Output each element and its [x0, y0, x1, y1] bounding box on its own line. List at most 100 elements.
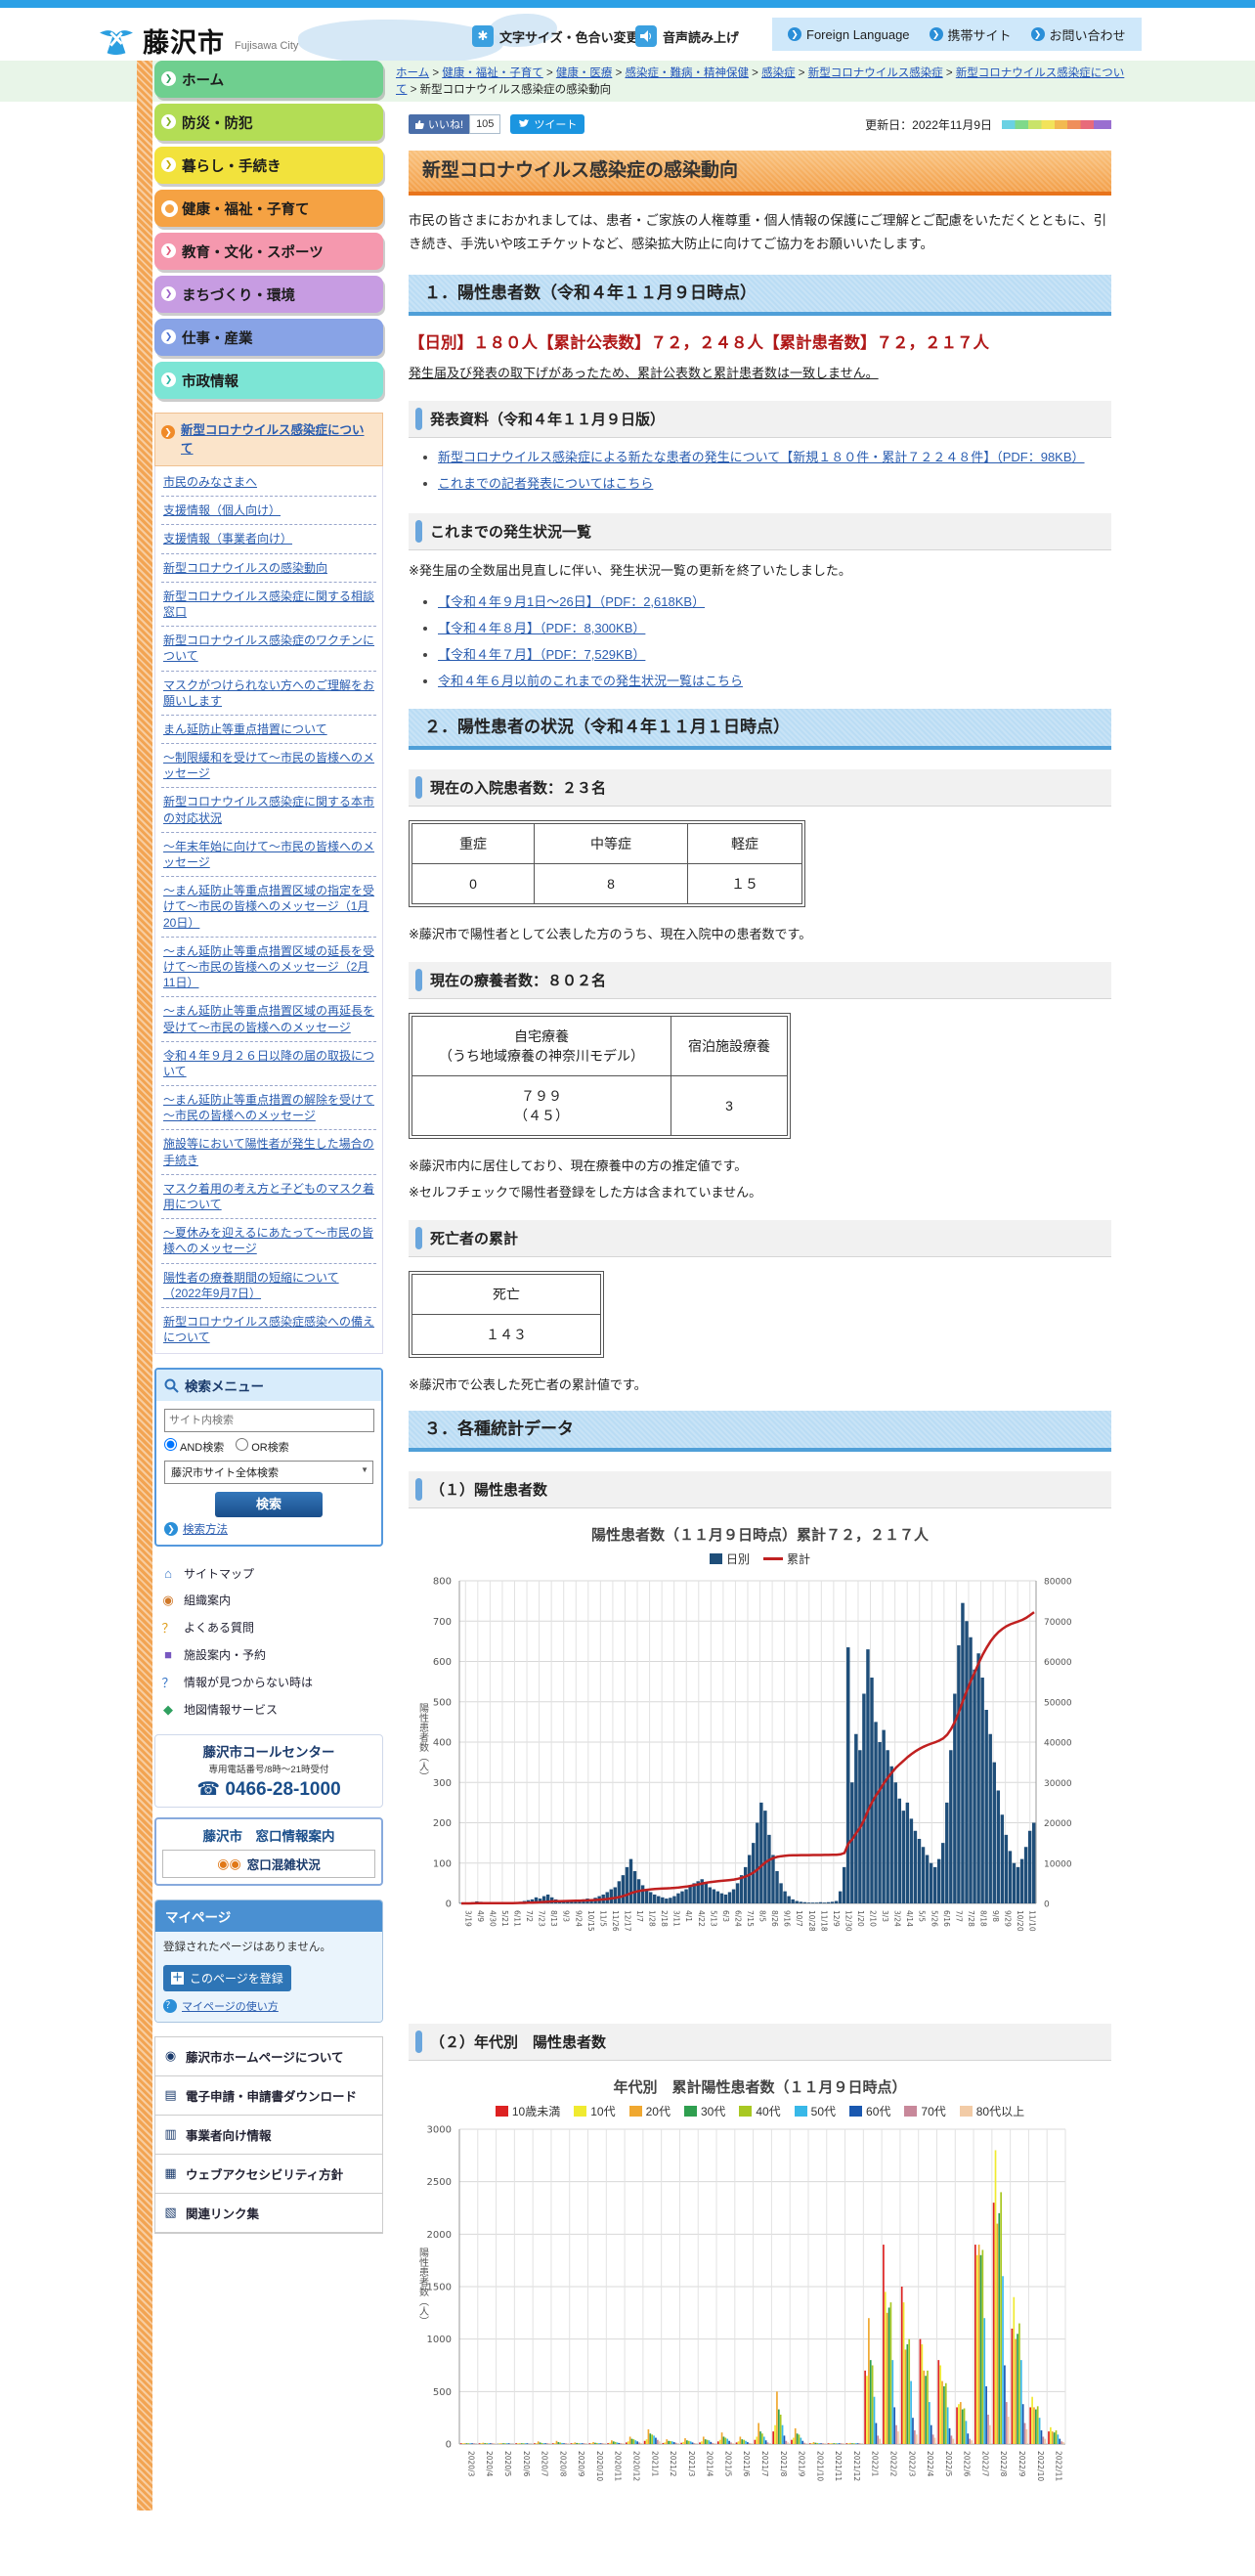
- submenu-link[interactable]: ～年末年始に向けて～市民の皆様へのメッセージ: [161, 833, 376, 877]
- submenu-link[interactable]: ～まん延防止等重点措置区域の指定を受けて～市民の皆様へのメッセージ（1月20日）: [161, 877, 376, 938]
- quick-link[interactable]: ■施設案内・予約: [158, 1641, 379, 1668]
- footer-links: ◉藤沢市ホームページについて▤電子申請・申請書ダウンロード▥事業者向け情報▦ウェ…: [154, 2036, 383, 2234]
- footer-link-icon: ◉: [163, 2048, 178, 2064]
- footer-link[interactable]: ▥事業者向け情報: [155, 2116, 382, 2155]
- search-button[interactable]: 検索: [215, 1492, 323, 1517]
- sidebar-item-市政情報[interactable]: ❯市政情報: [154, 362, 383, 399]
- submenu-link[interactable]: マスク着用の考え方と子どものマスク着用について: [161, 1175, 376, 1219]
- gear-icon: ✱: [472, 25, 494, 47]
- submenu-title-link[interactable]: 新型コロナウイルス感染症について: [181, 423, 365, 456]
- submenu-link[interactable]: マスクがつけられない方へのご理解をお願いします: [161, 672, 376, 716]
- history-link[interactable]: 【令和４年８月】（PDF：8,300KB）: [438, 621, 645, 635]
- site-logo[interactable]: 藤沢市 Fujisawa City: [98, 22, 298, 60]
- header-utility-link[interactable]: ❯Foreign Language: [788, 27, 910, 42]
- svg-text:2020/12: 2020/12: [631, 2451, 640, 2481]
- site-search-input[interactable]: [164, 1409, 374, 1432]
- submenu-link[interactable]: まん延防止等重点措置について: [161, 716, 376, 744]
- organization-icon: ◉: [160, 1593, 176, 1608]
- section2-heading: ２．陽性患者の状況（令和４年１１月１日時点）: [409, 709, 1111, 750]
- submenu-link[interactable]: 新型コロナウイルス感染症のワクチンについて: [161, 627, 376, 671]
- quick-link[interactable]: ◉組織案内: [158, 1587, 379, 1613]
- submenu-link[interactable]: ～夏休みを迎えるにあたって～市民の皆様へのメッセージ: [161, 1219, 376, 1263]
- quick-link[interactable]: ？よくある質問: [158, 1613, 379, 1641]
- submenu-link[interactable]: 新型コロナウイルス感染症に関する本市の対応状況: [161, 788, 376, 832]
- press-link[interactable]: 新型コロナウイルス感染症による新たな患者の発生について【新規１８０件・累計７２２…: [438, 450, 1085, 464]
- header-utility-link[interactable]: ❯お問い合わせ: [1031, 25, 1126, 44]
- footer-link[interactable]: ◉藤沢市ホームページについて: [155, 2037, 382, 2076]
- series-swatch: [795, 2106, 807, 2117]
- or-search-option[interactable]: OR検索: [236, 1438, 289, 1455]
- social-row: いいね! 105 ツイート 更新日：2022年11月9日: [409, 111, 1111, 137]
- submenu-header[interactable]: ❯ 新型コロナウイルス感染症について: [154, 413, 383, 466]
- breadcrumb-link[interactable]: 感染症・難病・精神保健: [625, 67, 749, 79]
- history-link[interactable]: 【令和４年７月】（PDF：7,529KB）: [438, 647, 645, 662]
- and-search-option[interactable]: AND検索: [164, 1438, 224, 1455]
- submenu-link[interactable]: ～制限緩和を受けて～市民の皆様へのメッセージ: [161, 744, 376, 788]
- legend-item: 10代: [574, 2103, 615, 2119]
- history-heading: これまでの発生状況一覧: [409, 513, 1111, 550]
- search-menu: 検索メニュー AND検索 OR検索 藤沢市サイト全体検索 検索 ❯ 検索方法: [154, 1368, 383, 1547]
- submenu-link[interactable]: 陽性者の療養期間の短縮について（2022年9月7日）: [161, 1264, 376, 1308]
- breadcrumb-link[interactable]: 新型コロナウイルス感染症: [808, 67, 943, 79]
- search-howto-link[interactable]: 検索方法: [183, 1521, 228, 1537]
- footer-link[interactable]: ▧関連リンク集: [155, 2194, 382, 2233]
- sidebar-item-教育・文化・スポーツ[interactable]: ❯教育・文化・スポーツ: [154, 233, 383, 270]
- text-to-speech-button[interactable]: 音声読み上げ: [635, 25, 739, 47]
- sidebar-item-健康・福祉・子育て[interactable]: 健康・福祉・子育て: [154, 190, 383, 227]
- sidebar-item-暮らし・手続き[interactable]: ❯暮らし・手続き: [154, 147, 383, 184]
- footer-link[interactable]: ▦ウェブアクセシビリティ方針: [155, 2155, 382, 2194]
- svg-text:2022/1: 2022/1: [871, 2451, 880, 2477]
- footer-link-label: 関連リンク集: [186, 2204, 259, 2222]
- quick-link[interactable]: ◆地図情報サービス: [158, 1696, 379, 1723]
- submenu-link[interactable]: 施設等において陽性者が発生した場合の手続き: [161, 1130, 376, 1174]
- quick-link-label: サイトマップ: [184, 1565, 254, 1582]
- table-value-cell: ７９９（４５）: [412, 1076, 671, 1136]
- submenu-link[interactable]: ～まん延防止等重点措置の解除を受けて～市民の皆様へのメッセージ: [161, 1086, 376, 1130]
- header-utility-link[interactable]: ❯携帯サイト: [930, 25, 1012, 44]
- submenu-link[interactable]: 支援情報（事業者向け）: [161, 525, 376, 553]
- legend-label: 日別: [726, 1552, 750, 1566]
- submenu-link[interactable]: 支援情報（個人向け）: [161, 497, 376, 525]
- facebook-like-widget[interactable]: いいね! 105: [409, 114, 500, 134]
- sidebar-item-ホーム[interactable]: ❯ホーム: [154, 61, 383, 98]
- or-search-radio[interactable]: [236, 1438, 248, 1451]
- quick-link[interactable]: ⌂サイトマップ: [158, 1560, 379, 1587]
- history-link[interactable]: 令和４年６月以前のこれまでの発生状況一覧はこちら: [438, 674, 743, 688]
- submenu-link[interactable]: ～まん延防止等重点措置区域の延長を受けて～市民の皆様へのメッセージ（2月11日）: [161, 938, 376, 998]
- sidebar-item-防災・防犯[interactable]: ❯防災・防犯: [154, 104, 383, 141]
- svg-text:2021/3: 2021/3: [687, 2451, 696, 2477]
- font-size-color-button[interactable]: ✱ 文字サイズ・色合い変更: [472, 25, 639, 47]
- search-scope-select[interactable]: 藤沢市サイト全体検索: [164, 1461, 373, 1484]
- global-nav: ❯ホーム ❯防災・防犯 ❯暮らし・手続き健康・福祉・子育て ❯教育・文化・スポーツ ❯ま…: [154, 61, 383, 399]
- footer-link[interactable]: ▤電子申請・申請書ダウンロード: [155, 2076, 382, 2116]
- submenu-link[interactable]: 市民のみなさまへ: [161, 468, 376, 497]
- svg-text:9/24: 9/24: [574, 1910, 583, 1927]
- quick-link[interactable]: ？情報が見つからない時は: [158, 1668, 379, 1696]
- submenu-link[interactable]: ～まん延防止等重点措置区域の再延長を受けて～市民の皆様へのメッセージ: [161, 997, 376, 1041]
- mypage-howto-link[interactable]: マイページの使い方: [182, 1998, 279, 2014]
- svg-text:7/23: 7/23: [538, 1910, 546, 1927]
- tweet-button[interactable]: ツイート: [510, 114, 584, 134]
- breadcrumb-link[interactable]: 健康・医療: [556, 67, 613, 79]
- breadcrumb-link[interactable]: 健康・福祉・子育て: [442, 67, 543, 79]
- window-congestion-link[interactable]: ◉◉ 窓口混雑状況: [162, 1850, 375, 1878]
- sidebar-item-仕事・産業[interactable]: ❯仕事・産業: [154, 319, 383, 356]
- submenu-link[interactable]: 新型コロナウイルス感染症感染への備えについて: [161, 1308, 376, 1351]
- svg-text:500: 500: [433, 1698, 452, 1709]
- history-link[interactable]: 【令和４年９月1日～26日】（PDF：2,618KB）: [438, 594, 705, 609]
- table-value-cell: 3: [671, 1076, 788, 1136]
- submenu-link[interactable]: 新型コロナウイルスの感染動向: [161, 554, 376, 583]
- sidebar-item-まちづくり・環境[interactable]: ❯まちづくり・環境: [154, 276, 383, 313]
- press-link[interactable]: これまでの記者発表についてはこちら: [438, 476, 653, 491]
- submenu-link[interactable]: 令和４年９月２６日以降の届の取扱について: [161, 1042, 376, 1086]
- register-page-button[interactable]: ＋ このページを登録: [163, 1965, 291, 1991]
- breadcrumb-link[interactable]: 感染症: [761, 67, 796, 79]
- section1-heading: １．陽性患者数（令和４年１１月９日時点）: [409, 275, 1111, 316]
- submenu-link[interactable]: 新型コロナウイルス感染症に関する相談窓口: [161, 583, 376, 627]
- breadcrumb-link[interactable]: ホーム: [396, 67, 429, 79]
- intro-text: 市民の皆さまにおかれましては、患者・ご家族の人権尊重・個人情報の保護にご理解とご…: [409, 209, 1111, 257]
- table-header-cell: 宿泊施設療養: [671, 1017, 788, 1076]
- covid-submenu: ❯ 新型コロナウイルス感染症について 市民のみなさまへ支援情報（個人向け）支援情…: [154, 413, 383, 1354]
- and-search-radio[interactable]: [164, 1438, 177, 1451]
